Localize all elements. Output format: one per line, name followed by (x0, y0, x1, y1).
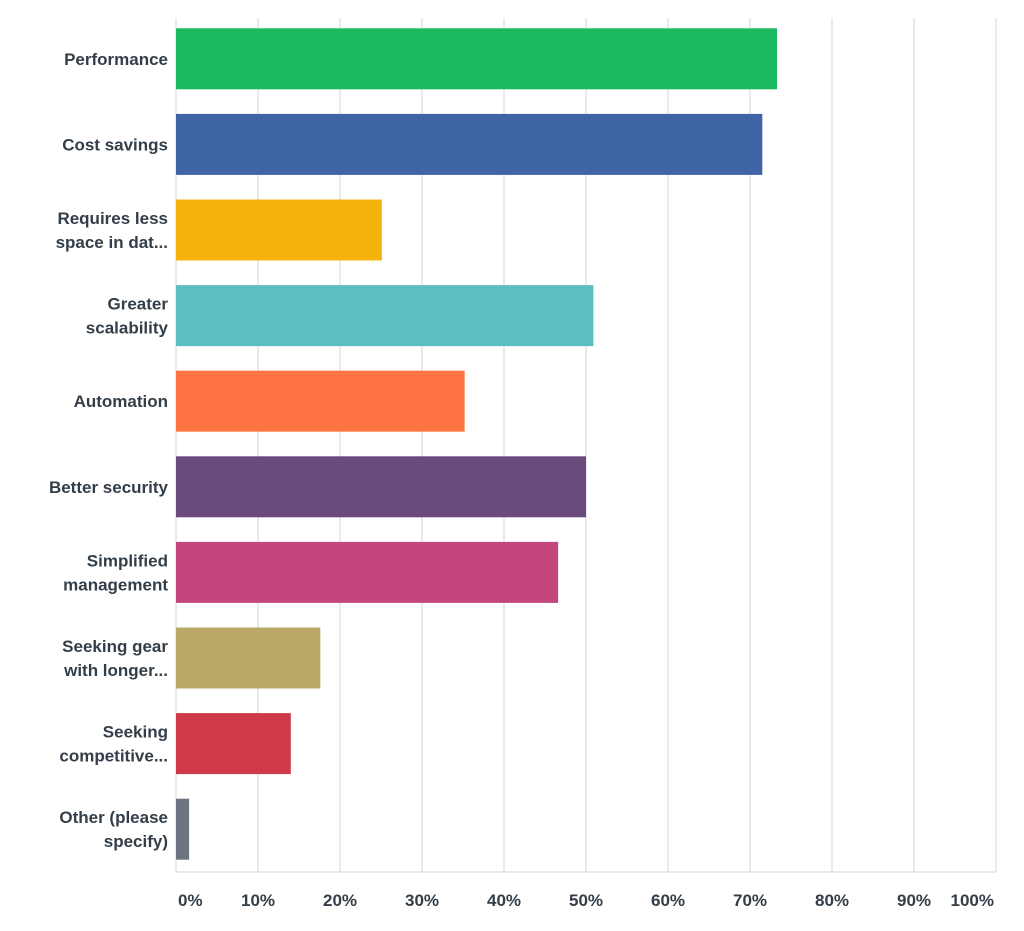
bar (176, 713, 291, 775)
category-label: Other (please (59, 808, 168, 827)
bar (176, 199, 382, 261)
x-tick-label: 50% (569, 891, 603, 910)
category-label: scalability (86, 319, 169, 338)
category-label: space in dat... (56, 233, 168, 252)
x-tick-label: 30% (405, 891, 439, 910)
bar (176, 370, 465, 432)
category-label: Automation (74, 392, 168, 411)
category-label: Simplified (87, 551, 168, 570)
x-tick-label: 10% (241, 891, 275, 910)
category-label: with longer... (63, 661, 168, 680)
bar (176, 798, 190, 860)
x-tick-label: 80% (815, 891, 849, 910)
category-label: Seeking gear (62, 637, 168, 656)
category-label: Better security (49, 478, 169, 497)
bar (176, 456, 586, 518)
category-label: Seeking (103, 723, 168, 742)
bar (176, 285, 594, 347)
category-labels: Performance Cost savings Requires less spac… (49, 50, 169, 851)
x-tick-label: 20% (323, 891, 357, 910)
category-label: competitive... (59, 747, 168, 766)
category-label: Requires less (57, 209, 168, 228)
bar (176, 541, 559, 603)
category-label: management (63, 575, 168, 594)
category-label: Performance (64, 50, 168, 69)
x-tick-label: 70% (733, 891, 767, 910)
bar (176, 28, 778, 90)
category-label: specify) (104, 832, 168, 851)
bar (176, 627, 321, 689)
x-tick-label: 90% (897, 891, 931, 910)
x-tick-label: 60% (651, 891, 685, 910)
x-tick-label: 40% (487, 891, 521, 910)
x-tick-label: 100% (951, 891, 994, 910)
category-label: Cost savings (62, 135, 168, 154)
bar (176, 113, 763, 175)
bars (176, 28, 778, 860)
x-tick-labels: 0% 10% 20% 30% 40% 50% 60% 70% 80% 90% 100% (178, 891, 994, 910)
x-tick-label: 0% (178, 891, 203, 910)
category-label: Greater (108, 295, 169, 314)
